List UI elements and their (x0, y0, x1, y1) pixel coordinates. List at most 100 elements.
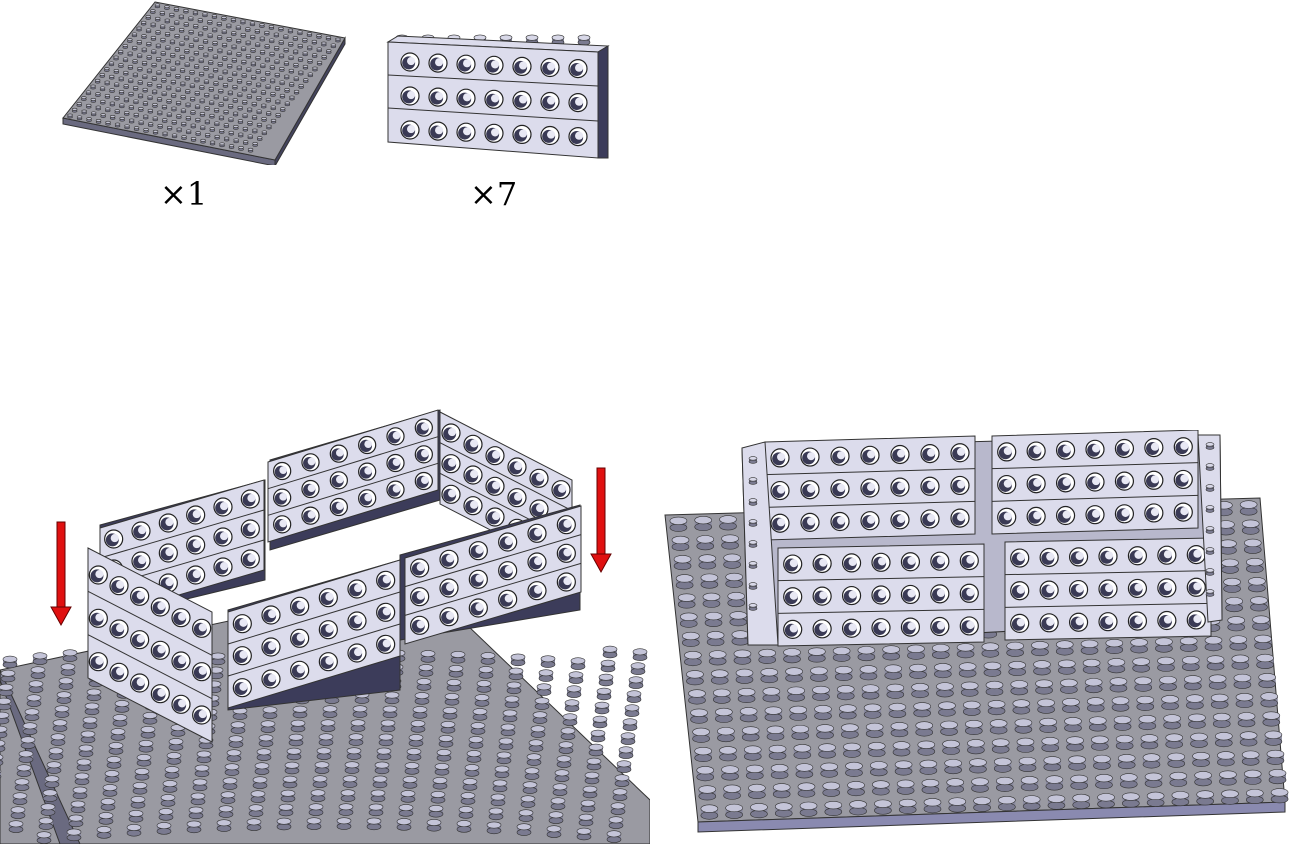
stud (152, 129, 159, 135)
pin-hole (290, 660, 310, 680)
stud (1037, 698, 1055, 714)
stud (226, 23, 232, 29)
stud (160, 51, 166, 56)
stud (944, 759, 962, 775)
stud (252, 142, 258, 147)
stud (993, 757, 1012, 773)
stud (124, 124, 130, 130)
stud (548, 811, 564, 824)
pin-hole (1144, 438, 1164, 458)
stud (164, 32, 171, 37)
wall-layer-line (99, 509, 265, 559)
stud (50, 733, 66, 746)
pin-hole (770, 448, 790, 468)
stud (1144, 772, 1163, 788)
pin-hole (1026, 441, 1046, 461)
pin-hole (485, 507, 505, 527)
stud (420, 650, 436, 663)
stud (498, 737, 514, 751)
pin-hole (1055, 440, 1076, 460)
stud (251, 88, 257, 94)
stud (258, 734, 274, 747)
stud (26, 694, 42, 707)
stud (741, 726, 760, 742)
stud (566, 685, 582, 698)
stud (212, 27, 218, 33)
stud (608, 816, 624, 829)
pin-hole (484, 123, 504, 143)
stud (1082, 658, 1101, 674)
pin-hole (498, 532, 518, 552)
stud (962, 700, 981, 716)
stud (342, 775, 358, 788)
stud (222, 69, 228, 75)
stud (620, 732, 636, 745)
stud (264, 30, 270, 36)
stud (80, 730, 96, 744)
stud (118, 63, 124, 68)
stud (284, 74, 290, 80)
pin-hole (783, 587, 803, 607)
stud (84, 702, 100, 716)
stud (289, 95, 295, 101)
stud (584, 771, 600, 785)
stud (748, 477, 758, 485)
stud (199, 112, 206, 117)
stud (278, 40, 284, 45)
stud (159, 11, 166, 16)
stud (287, 28, 294, 34)
pin-hole (1144, 470, 1164, 490)
stud (162, 131, 168, 137)
stud (1237, 712, 1256, 728)
stud (260, 76, 266, 82)
stud (78, 744, 94, 758)
stud (366, 817, 382, 831)
stud (256, 96, 262, 101)
stud (936, 682, 954, 698)
stud (630, 662, 646, 675)
stud (194, 104, 201, 110)
stud (196, 750, 212, 764)
stud (0, 725, 8, 739)
stud (1097, 793, 1115, 809)
stud (98, 812, 114, 825)
pin-hole (900, 617, 921, 637)
stud (185, 102, 191, 108)
stud (1146, 791, 1165, 807)
stud (76, 758, 92, 772)
stud (700, 573, 719, 589)
stud (203, 66, 209, 71)
pin-hole (498, 561, 518, 581)
stud (202, 39, 209, 44)
stud (142, 87, 148, 93)
stud (252, 128, 258, 134)
stud (675, 574, 694, 590)
stud (336, 817, 352, 830)
stud (1107, 658, 1126, 674)
stud (748, 540, 758, 548)
pin-hole (529, 468, 549, 488)
stud (793, 744, 812, 760)
stud (222, 83, 229, 88)
stud (160, 64, 167, 70)
stud (62, 649, 78, 662)
pin-hole (386, 427, 405, 446)
stud (428, 805, 444, 818)
stud (602, 645, 618, 659)
pin-hole (890, 477, 910, 497)
assembly-step-image (0, 409, 650, 844)
stud (288, 42, 294, 47)
stud (192, 10, 199, 16)
stud (292, 49, 299, 55)
stud (816, 724, 834, 740)
stud (188, 43, 195, 48)
stud (235, 38, 242, 44)
stud (865, 722, 884, 738)
pin-hole (186, 505, 206, 525)
stud (488, 807, 504, 821)
stud (194, 764, 210, 778)
stud (462, 778, 478, 791)
stud (694, 746, 712, 763)
stud (246, 107, 253, 113)
stud (1134, 676, 1153, 692)
